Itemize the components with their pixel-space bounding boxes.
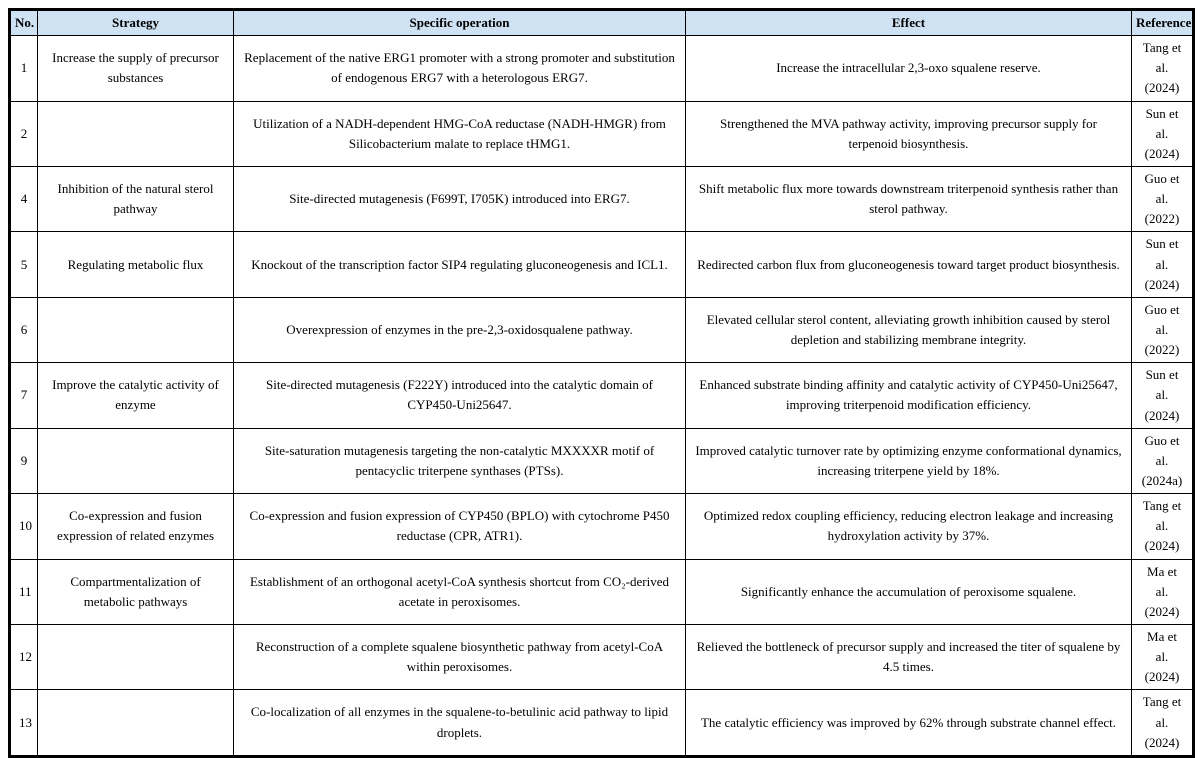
cell-effect: Optimized redox coupling efficiency, red… (685, 493, 1132, 560)
column-header-reference: Reference (1131, 8, 1194, 37)
table-row: 13 Co-localization of all enzymes in the … (9, 689, 1194, 757)
strategy-review-table: No. Strategy Specific operation Effect Refer… (8, 8, 1195, 758)
cell-no: 1 (9, 35, 38, 102)
cell-effect: Strengthened the MVA pathway activity, i… (685, 100, 1132, 167)
cell-reference: Tang et al. (2024) (1131, 493, 1194, 560)
header-row: No. Strategy Specific operation Effect Refer… (9, 8, 1194, 37)
cell-effect: Improved catalytic turnover rate by opti… (685, 427, 1132, 495)
cell-effect: Shift metabolic flux more towards downst… (685, 165, 1132, 233)
column-header-effect: Effect (685, 8, 1132, 37)
cell-operation: Utilization of a NADH-dependent HMG-CoA … (233, 100, 686, 167)
cell-reference: Tang et al. (2024) (1131, 35, 1194, 102)
cell-operation: Co-localization of all enzymes in the sq… (233, 689, 686, 757)
cell-strategy (37, 296, 234, 364)
cell-effect: Elevated cellular sterol content, allevi… (685, 296, 1132, 364)
table-row: 11 Compartmentalization of metabolic path… (9, 558, 1194, 625)
column-header-operation: Specific operation (233, 8, 686, 37)
cell-no: 4 (9, 165, 38, 233)
cell-no: 7 (9, 362, 38, 429)
cell-operation: Establishment of an orthogonal acetyl-Co… (233, 558, 686, 625)
cell-effect: Relieved the bottleneck of precursor sup… (685, 623, 1132, 691)
table-row: 9 Site-saturation mutagenesis targeting t… (9, 427, 1194, 495)
cell-operation: Overexpression of enzymes in the pre-2,3… (233, 296, 686, 364)
cell-no: 12 (9, 623, 38, 691)
cell-operation: Replacement of the native ERG1 promoter … (233, 35, 686, 102)
cell-reference: Guo et al. (2022) (1131, 165, 1194, 233)
cell-effect: Redirected carbon flux from gluconeogene… (685, 231, 1132, 298)
cell-strategy (37, 427, 234, 495)
cell-strategy: Regulating metabolic flux (37, 231, 234, 298)
cell-effect: Increase the intracellular 2,3-oxo squal… (685, 35, 1132, 102)
cell-operation: Knockout of the transcription factor SIP… (233, 231, 686, 298)
table-row: 10 Co-expression and fusion expression of… (9, 493, 1194, 560)
cell-operation: Site-directed mutagenesis (F222Y) introd… (233, 362, 686, 429)
cell-operation: Reconstruction of a complete squalene bi… (233, 623, 686, 691)
cell-no: 6 (9, 296, 38, 364)
document-page: No. Strategy Specific operation Effect Refer… (8, 8, 1195, 758)
cell-no: 13 (9, 689, 38, 757)
cell-strategy: Compartmentalization of metabolic pathwa… (37, 558, 234, 625)
cell-operation: Site-directed mutagenesis (F699T, I705K)… (233, 165, 686, 233)
cell-reference: Ma et al. (2024) (1131, 623, 1194, 691)
cell-reference: Guo et al. (2022) (1131, 296, 1194, 364)
cell-strategy: Improve the catalytic activity of enzyme (37, 362, 234, 429)
cell-strategy (37, 623, 234, 691)
cell-no: 10 (9, 493, 38, 560)
table-row: 6 Overexpression of enzymes in the pre-2,… (9, 296, 1194, 364)
table-row: 4 Inhibition of the natural sterol pathwa… (9, 165, 1194, 233)
table-row: 5 Regulating metabolic flux Knockout of th… (9, 231, 1194, 298)
cell-strategy: Increase the supply of precursor substan… (37, 35, 234, 102)
cell-no: 5 (9, 231, 38, 298)
cell-effect: Enhanced substrate binding affinity and … (685, 362, 1132, 429)
cell-strategy: Co-expression and fusion expression of r… (37, 493, 234, 560)
cell-reference: Ma et al. (2024) (1131, 558, 1194, 625)
cell-operation: Co-expression and fusion expression of C… (233, 493, 686, 560)
table-header: No. Strategy Specific operation Effect Refer… (9, 8, 1194, 37)
cell-strategy (37, 689, 234, 757)
cell-no: 2 (9, 100, 38, 167)
table-row: 2 Utilization of a NADH-dependent HMG-CoA… (9, 100, 1194, 167)
table-row: 1 Increase the supply of precursor substa… (9, 35, 1194, 102)
cell-no: 11 (9, 558, 38, 625)
cell-effect: The catalytic efficiency was improved by… (685, 689, 1132, 757)
cell-strategy: Inhibition of the natural sterol pathway (37, 165, 234, 233)
cell-operation: Site-saturation mutagenesis targeting th… (233, 427, 686, 495)
table-body: 1 Increase the supply of precursor substa… (9, 35, 1194, 757)
cell-reference: Sun et al. (2024) (1131, 362, 1194, 429)
cell-strategy (37, 100, 234, 167)
cell-effect: Significantly enhance the accumulation o… (685, 558, 1132, 625)
cell-reference: Sun et al. (2024) (1131, 231, 1194, 298)
cell-reference: Guo et al. (2024a) (1131, 427, 1194, 495)
table-row: 12 Reconstruction of a complete squalene … (9, 623, 1194, 691)
table-row: 7 Improve the catalytic activity of enzym… (9, 362, 1194, 429)
cell-reference: Tang et al. (2024) (1131, 689, 1194, 757)
column-header-strategy: Strategy (37, 8, 234, 37)
column-header-no: No. (9, 8, 38, 37)
cell-reference: Sun et al. (2024) (1131, 100, 1194, 167)
cell-no: 9 (9, 427, 38, 495)
